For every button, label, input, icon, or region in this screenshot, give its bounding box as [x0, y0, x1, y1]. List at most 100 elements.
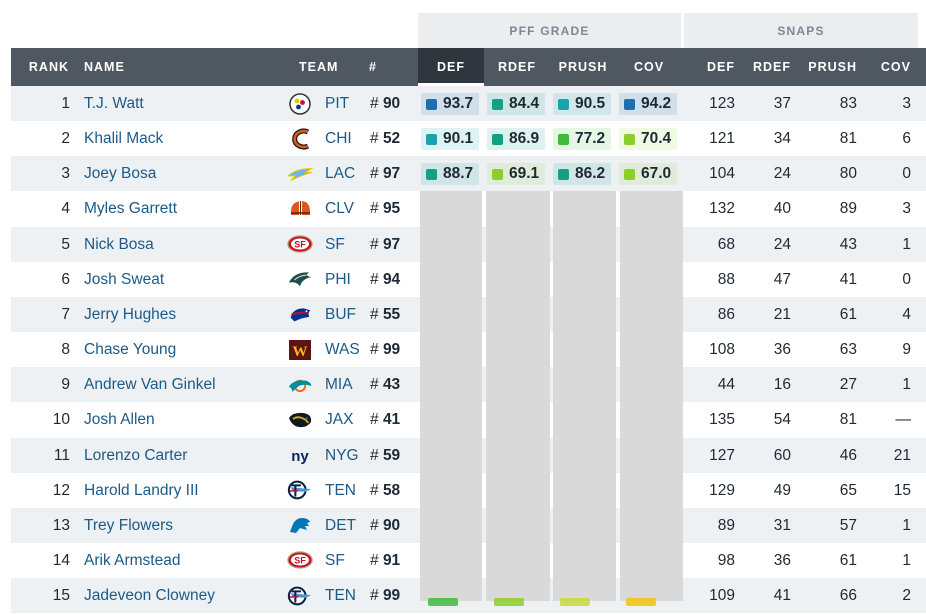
jersey-number-value: 90: [382, 95, 401, 112]
jersey-hash: #: [370, 305, 379, 323]
player-name-link[interactable]: T.J. Watt: [84, 95, 144, 112]
jersey-hash: #: [370, 341, 379, 359]
col-header-name[interactable]: NAME: [84, 60, 125, 74]
snaps-def: 104: [709, 165, 735, 183]
table-row[interactable]: 6 Josh Sweat PHI # 94 88 47 41 0: [11, 262, 926, 297]
snaps-cov: 4: [902, 305, 911, 323]
player-name-link[interactable]: Nick Bosa: [84, 235, 154, 253]
player-name-link[interactable]: Trey Flowers: [84, 516, 173, 534]
locked-grade-column-rdef[interactable]: [486, 191, 550, 601]
snaps-prush: 63: [839, 341, 857, 359]
snaps-def: 44: [717, 376, 735, 394]
snaps-prush: 61: [839, 551, 857, 569]
jersey-number: # 59: [370, 438, 400, 473]
col-header-prush-snaps[interactable]: PRUSH: [808, 60, 857, 74]
grade-value: 86.2: [575, 165, 606, 183]
player-rank: 6: [61, 270, 70, 288]
team-link[interactable]: LAC: [325, 165, 356, 183]
grade-value: 88.7: [443, 165, 474, 183]
player-name-link[interactable]: Arik Armstead: [84, 551, 181, 569]
snaps-rdef: 36: [773, 341, 791, 359]
team-link[interactable]: CLV: [325, 200, 355, 218]
snaps-cov: 6: [902, 130, 911, 148]
grade-value: 77.2: [575, 130, 606, 148]
player-name-link[interactable]: Khalil Mack: [84, 130, 164, 148]
team-link[interactable]: CHI: [325, 130, 352, 148]
team-link[interactable]: WAS: [325, 341, 360, 359]
player-name-link[interactable]: Myles Garrett: [84, 200, 178, 218]
table-row[interactable]: 8 Chase Young W WAS # 99 108 36 63 9: [11, 332, 926, 367]
col-header-def-snaps[interactable]: DEF: [707, 60, 735, 74]
team-link[interactable]: PHI: [325, 270, 351, 288]
team-link[interactable]: MIA: [325, 376, 353, 394]
jersey-number: # 95: [370, 191, 400, 226]
col-header-def-grade[interactable]: DEF: [437, 60, 465, 74]
table-row[interactable]: 2 Khalil Mack CHI # 52 90.1 86.9 77.2 70.4 121 34…: [11, 121, 926, 156]
snaps-rdef: 31: [773, 516, 791, 534]
col-header-number[interactable]: #: [369, 60, 377, 74]
col-header-rank[interactable]: RANK: [28, 60, 69, 74]
team-link[interactable]: PIT: [325, 95, 350, 112]
jersey-hash: #: [370, 235, 379, 253]
table-row[interactable]: 3 Joey Bosa LAC # 97 88.7 69.1 86.2 67.0 104 24 80…: [11, 156, 926, 192]
bears-logo: [287, 121, 313, 156]
team-link[interactable]: TEN: [325, 481, 356, 499]
team-link[interactable]: JAX: [325, 411, 354, 429]
locked-grade-column-def[interactable]: [420, 191, 482, 601]
team-link[interactable]: SF: [325, 235, 345, 253]
svg-text:SF: SF: [294, 240, 306, 250]
team-link[interactable]: SF: [325, 551, 345, 569]
table-row[interactable]: 4 Myles Garrett CLV # 95 132 40 89 3: [11, 191, 926, 226]
col-header-rdef-snaps[interactable]: RDEF: [752, 60, 791, 74]
snaps-rdef: 37: [773, 95, 791, 112]
snaps-cov: 2: [902, 587, 911, 605]
player-name-link[interactable]: Josh Sweat: [84, 270, 165, 288]
player-name-link[interactable]: Joey Bosa: [84, 165, 157, 183]
player-name-link[interactable]: Chase Young: [84, 341, 177, 359]
dolphins-logo: [287, 367, 313, 402]
col-header-cov-grade[interactable]: COV: [633, 60, 665, 74]
player-name-link[interactable]: Andrew Van Ginkel: [84, 376, 216, 394]
col-header-team[interactable]: TEAM: [299, 60, 339, 74]
player-rank: 10: [52, 411, 70, 429]
team-link[interactable]: BUF: [325, 305, 356, 323]
table-row[interactable]: 10 Josh Allen JAX # 41 135 54 81 —: [11, 402, 926, 437]
col-header-rdef-grade[interactable]: RDEF: [497, 60, 537, 74]
snaps-def: 86: [717, 305, 735, 323]
snaps-cov: 3: [902, 95, 911, 112]
snaps-cov: 1: [902, 551, 911, 569]
col-header-prush-grade[interactable]: PRUSH: [558, 60, 608, 74]
browns-logo: [287, 191, 313, 226]
player-name-link[interactable]: Jerry Hughes: [84, 305, 177, 323]
jersey-number-value: 55: [382, 305, 401, 323]
table-row[interactable]: 14 Arik Armstead SF SF # 91 98 36 61 1: [11, 543, 926, 578]
player-name-link[interactable]: Harold Landry III: [84, 481, 199, 499]
player-name-link[interactable]: Jadeveon Clowney: [84, 587, 215, 605]
grade-badge-rdef: 84.4: [487, 93, 545, 115]
locked-grade-column-prush[interactable]: [553, 191, 616, 601]
snaps-rdef: 24: [773, 235, 791, 253]
jersey-number: # 58: [370, 473, 400, 508]
locked-grade-column-cov[interactable]: [620, 191, 683, 601]
player-rank: 11: [53, 446, 70, 464]
jersey-number: # 90: [370, 508, 400, 543]
snaps-cov: 0: [902, 270, 911, 288]
snaps-cov: 1: [902, 376, 911, 394]
team-link[interactable]: TEN: [325, 587, 356, 605]
snaps-rdef: 49: [773, 481, 791, 499]
steelers-logo: [287, 86, 313, 121]
player-name-link[interactable]: Lorenzo Carter: [84, 446, 188, 464]
table-row[interactable]: 12 Harold Landry III TEN # 58 129 49 65 15: [11, 473, 926, 508]
jersey-number-value: 91: [382, 551, 401, 569]
player-name-link[interactable]: Josh Allen: [84, 411, 155, 429]
team-link[interactable]: NYG: [325, 446, 359, 464]
grade-badge-rdef: 86.9: [487, 128, 545, 151]
table-row[interactable]: 1 T.J. Watt PIT # 90 93.7 84.4 90.5 94.2 123 37 83…: [11, 86, 926, 121]
player-rank: 9: [61, 376, 70, 394]
jersey-number-value: 58: [382, 481, 401, 499]
col-header-cov-snaps[interactable]: COV: [880, 60, 911, 74]
snaps-rdef: 41: [773, 587, 791, 605]
jersey-number-value: 99: [382, 341, 401, 359]
snaps-def: 98: [717, 551, 735, 569]
team-link[interactable]: DET: [325, 516, 356, 534]
